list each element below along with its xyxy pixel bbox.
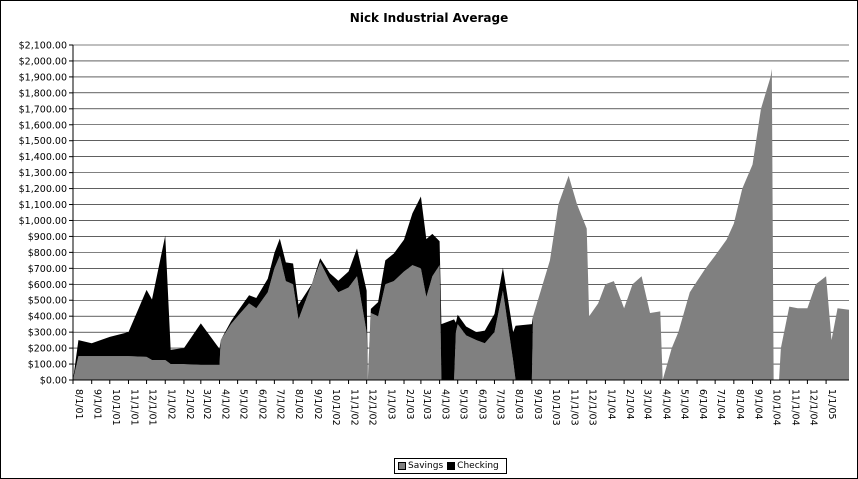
x-tick-label: 4/1/04 (660, 389, 671, 420)
legend-label-savings: Savings (408, 461, 444, 471)
x-tick-label: 8/1/02 (293, 389, 304, 420)
x-tick-label: 8/1/03 (513, 389, 524, 420)
series-area-savings (73, 68, 849, 380)
y-tick-label: $1,100.00 (19, 200, 67, 211)
x-tick-label: 4/1/02 (220, 389, 231, 420)
y-tick-label: $1,400.00 (19, 152, 67, 163)
x-tick-label: 12/1/01 (147, 389, 158, 426)
y-tick-label: $300.00 (28, 328, 67, 339)
y-tick-label: $1,600.00 (19, 120, 67, 131)
y-tick-label: $1,200.00 (19, 184, 67, 195)
y-tick-label: $1,700.00 (19, 104, 67, 115)
y-tick-label: $700.00 (28, 264, 67, 275)
legend-swatch-savings (398, 462, 406, 470)
x-tick-label: 3/1/03 (421, 389, 432, 420)
x-tick-label: 5/1/02 (238, 389, 249, 420)
legend-swatch-checking (447, 462, 456, 470)
x-tick-label: 11/1/01 (128, 389, 139, 426)
y-tick-label: $900.00 (28, 232, 67, 243)
x-tick-label: 5/1/03 (458, 389, 469, 420)
y-tick-label: $1,000.00 (19, 216, 67, 227)
x-tick-label: 1/1/05 (826, 389, 837, 420)
x-tick-label: 11/1/04 (789, 389, 800, 426)
x-tick-label: 2/1/04 (624, 389, 635, 420)
x-tick-label: 10/1/02 (330, 389, 341, 426)
x-tick-label: 3/1/04 (642, 389, 653, 420)
x-tick-label: 7/1/04 (715, 389, 726, 420)
x-tick-label: 8/1/04 (734, 389, 745, 420)
x-tick-label: 9/1/04 (753, 389, 764, 420)
legend-item-savings: Savings (398, 461, 443, 471)
y-tick-label: $2,000.00 (19, 56, 67, 67)
x-tick-label: 1/1/02 (165, 389, 176, 420)
y-tick-label: $800.00 (28, 248, 67, 259)
y-tick-label: $1,900.00 (19, 72, 67, 83)
y-tick-label: $500.00 (28, 296, 67, 307)
y-tick-label: $400.00 (28, 312, 67, 323)
x-tick-label: 9/1/02 (312, 389, 323, 420)
y-tick-label: $0.00 (40, 376, 67, 387)
x-tick-label: 6/1/04 (697, 389, 708, 420)
x-tick-label: 10/1/04 (771, 389, 782, 426)
legend: Savings Checking (394, 458, 507, 474)
y-tick-label: $1,300.00 (19, 168, 67, 179)
x-tick-label: 7/1/02 (274, 389, 285, 420)
y-tick-label: $200.00 (28, 344, 67, 355)
x-tick-label: 3/1/02 (201, 389, 212, 420)
y-tick-label: $2,100.00 (19, 41, 67, 52)
y-tick-label: $1,800.00 (19, 88, 67, 99)
x-tick-label: 7/1/03 (494, 389, 505, 420)
y-tick-label: $1,500.00 (19, 136, 67, 147)
x-tick-label: 10/1/03 (550, 389, 561, 426)
x-axis-ticks: 8/1/01 9/1/01 10/1/01 11/1/01 12/1/01 1/1/02 2… (72, 380, 837, 426)
x-tick-label: 4/1/03 (440, 389, 451, 420)
x-tick-label: 6/1/02 (256, 389, 267, 420)
x-tick-label: 8/1/01 (73, 389, 84, 420)
legend-item-checking: Checking (447, 461, 499, 471)
x-tick-label: 2/1/02 (184, 389, 195, 420)
series-area-checking (73, 68, 849, 380)
x-tick-label: 9/1/03 (532, 389, 543, 420)
series-areas (73, 68, 849, 380)
x-tick-label: 5/1/04 (678, 389, 689, 420)
x-tick-label: 12/1/03 (587, 389, 598, 426)
chart-title: Nick Industrial Average (349, 11, 509, 25)
y-tick-label: $600.00 (28, 280, 67, 291)
legend-label-checking: Checking (457, 461, 499, 471)
x-tick-label: 1/1/04 (605, 389, 616, 420)
x-tick-label: 10/1/01 (110, 389, 121, 426)
y-axis-ticks: $0.00 $100.00 $200.00 $300.00 $400.00 $500.00… (19, 41, 73, 387)
x-tick-label: 12/1/04 (807, 389, 818, 426)
x-tick-label: 1/1/03 (385, 389, 396, 420)
x-tick-label: 6/1/03 (476, 389, 487, 420)
x-tick-label: 12/1/02 (367, 389, 378, 426)
x-tick-label: 2/1/03 (404, 389, 415, 420)
x-tick-label: 11/1/02 (349, 389, 360, 426)
y-tick-label: $100.00 (28, 360, 67, 371)
x-tick-label: 9/1/01 (92, 389, 103, 420)
x-tick-label: 11/1/03 (569, 389, 580, 426)
